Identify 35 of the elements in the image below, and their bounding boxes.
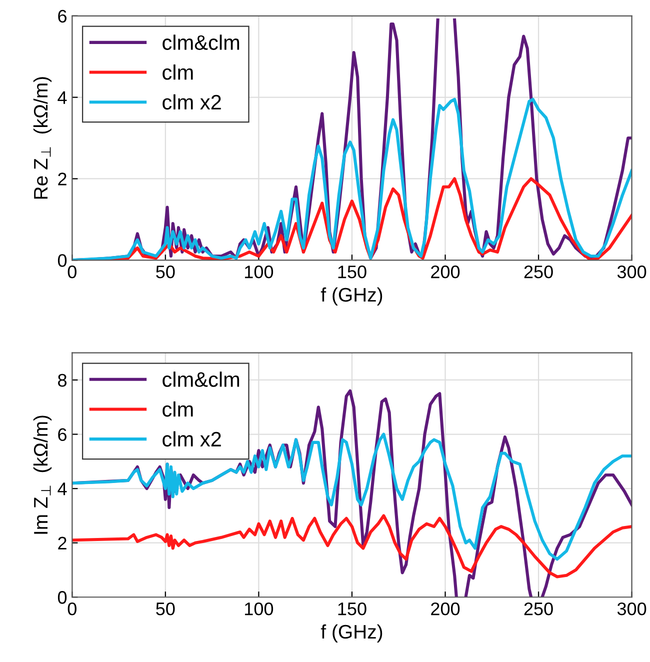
x-tick-label: 50 bbox=[156, 266, 175, 278]
y-tick-label: 4 bbox=[58, 91, 67, 104]
y-axis-title: Im Z$_{⊥}$ (kΩ/m) bbox=[33, 416, 52, 534]
x-axis-title: f (GHz) bbox=[320, 624, 382, 642]
y-axis-title: Re Z$_{⊥}$ (kΩ/m) bbox=[33, 77, 52, 199]
line-series bbox=[72, 514, 632, 578]
y-tick-label: 4 bbox=[58, 482, 67, 496]
y-tick-label: 0 bbox=[58, 254, 67, 267]
legend-label: clm bbox=[162, 64, 193, 80]
x-tick-label: 250 bbox=[524, 266, 553, 278]
x-tick-label: 100 bbox=[245, 266, 274, 278]
x-tick-label: 150 bbox=[338, 266, 366, 278]
x-tick-label: 200 bbox=[431, 266, 460, 278]
x-tick-label: 300 bbox=[617, 266, 646, 278]
legend-label: clm bbox=[162, 401, 193, 417]
legend-label: clm x2 bbox=[162, 94, 221, 110]
x-tick-label: 300 bbox=[617, 602, 646, 616]
x-tick-label: 250 bbox=[524, 602, 553, 616]
y-tick-label: 2 bbox=[58, 536, 66, 550]
y-tick-label: 0 bbox=[58, 591, 67, 604]
x-tick-label: 100 bbox=[245, 602, 274, 616]
x-axis-title: f (GHz) bbox=[320, 287, 382, 306]
x-tick-label: 0 bbox=[68, 602, 76, 616]
legend-label: clm&clm bbox=[162, 372, 240, 387]
legend-label: clm&clm bbox=[162, 34, 240, 50]
legend-label: clm x2 bbox=[162, 431, 221, 447]
y-tick-label: 6 bbox=[58, 10, 66, 23]
line-series bbox=[72, 432, 632, 561]
y-tick-label: 6 bbox=[58, 428, 66, 441]
y-tick-label: 2 bbox=[58, 172, 66, 186]
x-tick-label: 150 bbox=[338, 602, 366, 616]
x-tick-label: 50 bbox=[156, 602, 175, 616]
x-tick-label: 200 bbox=[431, 602, 460, 616]
x-tick-label: 0 bbox=[68, 266, 76, 278]
y-tick-label: 8 bbox=[58, 374, 67, 387]
